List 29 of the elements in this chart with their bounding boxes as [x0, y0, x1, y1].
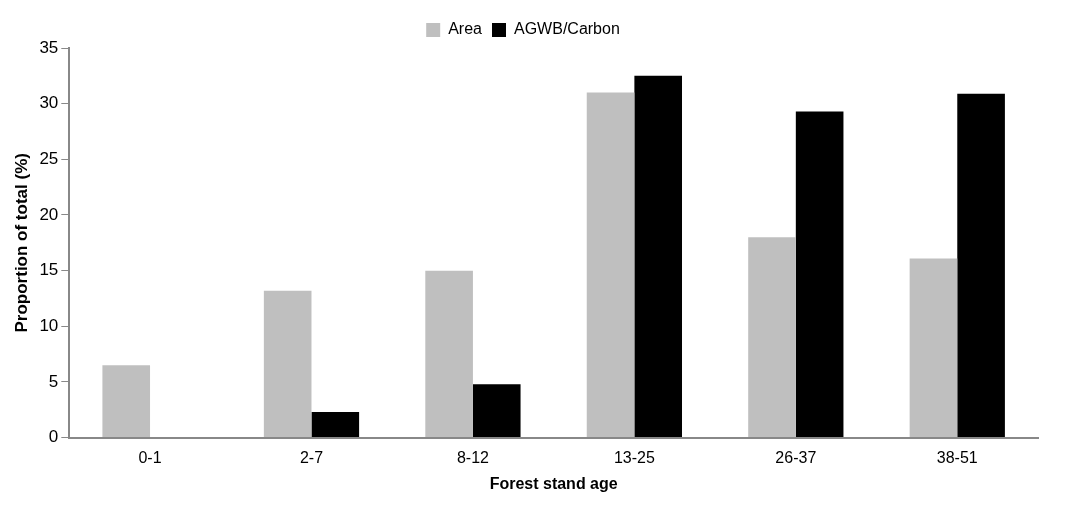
bar	[102, 365, 151, 438]
y-tick-label: 5	[48, 371, 59, 391]
x-tick-label: 0-1	[138, 448, 162, 466]
bar	[795, 111, 844, 438]
y-axis-title: Proportion of total (%)	[11, 153, 31, 333]
bar	[586, 92, 635, 438]
y-tick-label: 20	[39, 204, 59, 224]
x-tick-label: 2-7	[299, 448, 324, 466]
bar	[311, 412, 360, 438]
y-tick-label: 10	[39, 315, 59, 335]
y-tick-label: 0	[48, 427, 59, 447]
bar	[472, 384, 521, 438]
y-tick-label: 15	[39, 260, 59, 280]
x-tick-label: 8-12	[456, 448, 490, 466]
bar	[634, 75, 683, 438]
x-axis-title: Forest stand age	[489, 474, 618, 492]
bar	[425, 270, 473, 438]
x-tick-label: 38-51	[936, 448, 978, 466]
bar	[957, 93, 1005, 438]
bar	[263, 290, 312, 438]
legend-label: Area	[448, 20, 483, 38]
y-tick-label: 30	[39, 93, 59, 113]
x-tick-label: 26-37	[775, 448, 817, 466]
bar	[748, 237, 796, 438]
y-tick-label: 35	[39, 37, 59, 57]
bar	[909, 258, 958, 438]
legend-label: AGWB/Carbon	[513, 20, 620, 38]
x-tick-label: 13-25	[613, 448, 655, 466]
y-tick-label: 25	[39, 149, 59, 168]
